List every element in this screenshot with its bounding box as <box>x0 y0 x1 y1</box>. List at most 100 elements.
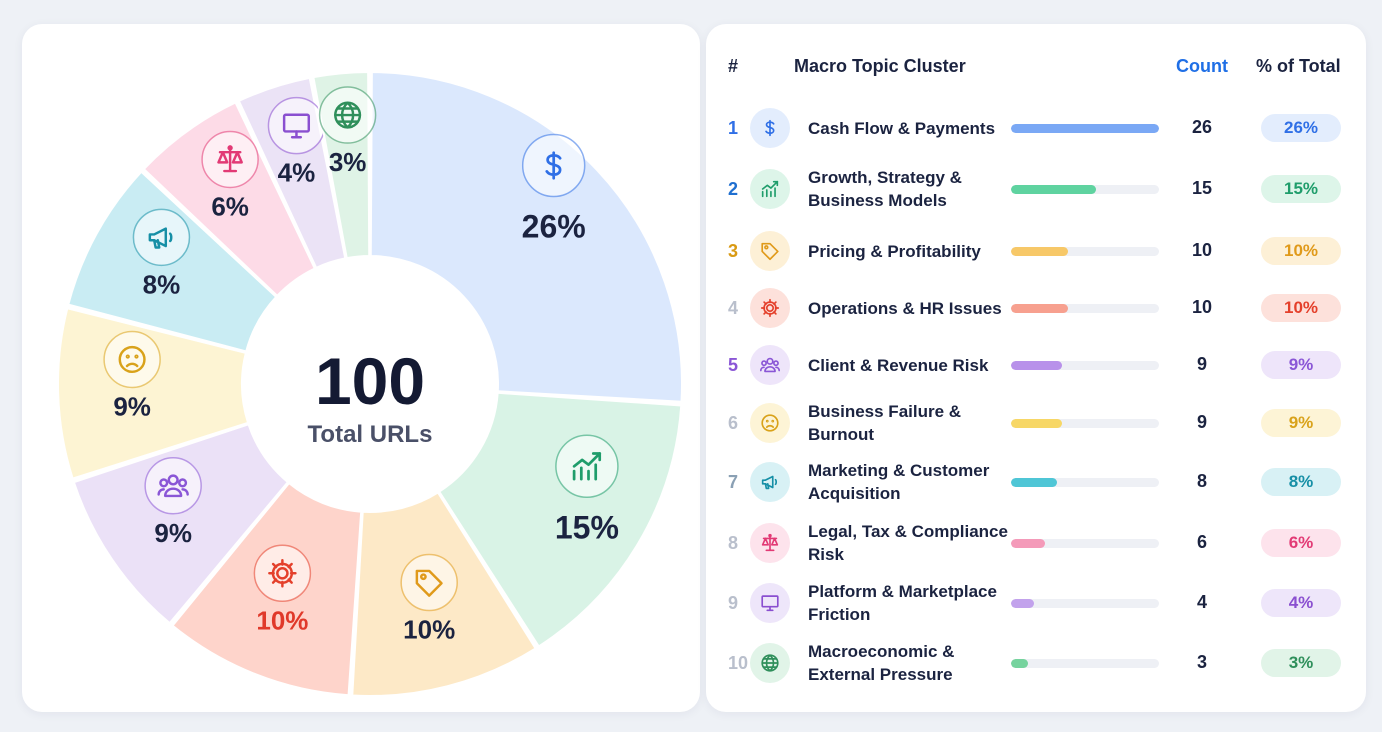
row-bar-fill <box>1011 304 1068 313</box>
row-label: Business Failure & Burnout <box>808 402 962 444</box>
row-rank: 10 <box>728 653 749 673</box>
table-row: 9 Platform & Marketplace Friction 4 4% <box>706 575 1366 631</box>
total-label: Total URLs <box>308 421 433 448</box>
row-bar-track <box>1011 599 1159 608</box>
table-row: 2 Growth, Strategy & Business Models 15 15% <box>706 161 1366 217</box>
row-percent-badge: 9% <box>1261 351 1341 379</box>
row-label: Platform & Marketplace Friction <box>808 582 997 624</box>
topic-table-card: # Macro Topic Cluster Count % of Total 1… <box>706 24 1366 712</box>
row-label: Growth, Strategy & Business Models <box>808 168 962 210</box>
table-row: 8 Legal, Tax & Compliance Risk 6 6% <box>706 515 1366 571</box>
row-bar-track <box>1011 247 1159 256</box>
sad-face-icon <box>750 403 790 443</box>
table-row: 6 Business Failure & Burnout 9 9% <box>706 395 1366 451</box>
monitor-icon <box>267 96 326 155</box>
globe-icon <box>318 86 377 144</box>
monitor-icon <box>750 583 790 623</box>
header-rank: # <box>728 56 739 76</box>
row-count: 4 <box>1196 592 1207 612</box>
row-bar-track <box>1011 659 1159 668</box>
price-tag-icon <box>400 553 458 612</box>
slice-label-9: 4% <box>278 158 316 188</box>
slice-label-6: 9% <box>113 391 151 421</box>
slice-label-4: 10% <box>256 605 308 635</box>
gear-icon <box>750 288 790 328</box>
row-bar-fill <box>1011 599 1034 608</box>
row-percent-badge: 6% <box>1261 529 1341 557</box>
dollar-icon <box>521 133 586 198</box>
growth-chart-icon <box>555 434 619 499</box>
slice-5 <box>72 423 290 625</box>
sad-face-icon <box>103 330 161 389</box>
users-icon <box>750 345 790 385</box>
row-percent-badge: 8% <box>1261 468 1341 496</box>
header-count: Count <box>1176 56 1228 76</box>
row-count: 10 <box>1191 297 1213 317</box>
row-percent-badge: 26% <box>1261 114 1341 142</box>
row-rank: 5 <box>728 355 739 375</box>
table-row: 7 Marketing & Customer Acquisition 8 8% <box>706 454 1366 510</box>
row-count: 3 <box>1196 652 1207 672</box>
row-rank: 6 <box>728 413 739 433</box>
row-count: 26 <box>1191 117 1213 137</box>
row-count: 10 <box>1191 240 1213 260</box>
row-percent-badge: 9% <box>1261 409 1341 437</box>
row-percent-badge: 10% <box>1261 237 1341 265</box>
table-row: 5 Client & Revenue Risk 9 9% <box>706 337 1366 393</box>
row-bar-fill <box>1011 361 1063 370</box>
row-label: Macroeconomic & External Pressure <box>808 642 955 684</box>
row-percent-badge: 4% <box>1261 589 1341 617</box>
row-bar-fill <box>1011 247 1068 256</box>
megaphone-icon <box>750 462 790 502</box>
row-bar-fill <box>1011 659 1029 668</box>
row-label: Pricing & Profitability <box>808 241 981 261</box>
row-percent-badge: 10% <box>1261 294 1341 322</box>
row-count: 8 <box>1196 471 1207 491</box>
row-rank: 1 <box>728 118 739 138</box>
row-percent-badge: 3% <box>1261 649 1341 677</box>
row-label: Operations & HR Issues <box>808 298 1002 318</box>
donut-center <box>244 258 496 510</box>
row-percent-badge: 15% <box>1261 175 1341 203</box>
total-value: 100 <box>315 344 425 418</box>
row-bar-track <box>1011 361 1159 370</box>
row-count: 9 <box>1196 412 1207 432</box>
scales-icon <box>750 523 790 563</box>
row-bar-fill <box>1011 539 1046 548</box>
slice-1 <box>369 70 683 403</box>
donut-chart: 26% 15% 10% 10% 9% 9% 8% 6% 4% 3% 100 Total URLs <box>57 70 683 697</box>
header-cluster: Macro Topic Cluster <box>794 56 966 76</box>
row-bar-fill <box>1011 419 1063 428</box>
slice-label-8: 6% <box>211 191 249 221</box>
table-row: 4 Operations & HR Issues 10 10% <box>706 280 1366 336</box>
slice-label-10: 3% <box>329 147 367 177</box>
row-label: Cash Flow & Payments <box>808 118 996 138</box>
row-bar-fill <box>1011 478 1057 487</box>
row-bar-fill <box>1011 185 1097 194</box>
megaphone-icon <box>132 208 191 267</box>
growth-chart-icon <box>750 169 790 209</box>
row-rank: 7 <box>728 472 739 492</box>
price-tag-icon <box>750 231 790 271</box>
row-rank: 4 <box>728 298 739 318</box>
table-row: 10 Macroeconomic & External Pressure 3 3% <box>706 635 1366 691</box>
scales-icon <box>201 130 259 189</box>
row-rank: 8 <box>728 533 739 553</box>
row-rank: 2 <box>728 179 739 199</box>
slice-label-1: 26% <box>522 208 586 244</box>
row-rank: 9 <box>728 593 739 613</box>
row-bar-track <box>1011 478 1159 487</box>
gear-icon <box>253 544 312 603</box>
row-bar-track <box>1011 124 1159 133</box>
slice-label-7: 8% <box>143 269 181 299</box>
row-bar-fill <box>1011 124 1159 133</box>
table-row: 3 Pricing & Profitability 10 10% <box>706 223 1366 279</box>
users-icon <box>144 457 202 515</box>
row-bar-track <box>1011 419 1159 428</box>
slice-label-5: 9% <box>154 518 192 548</box>
globe-icon <box>750 643 790 683</box>
row-rank: 3 <box>728 241 739 261</box>
slice-2 <box>437 391 683 648</box>
slice-8 <box>142 101 317 298</box>
slice-label-2: 15% <box>555 509 619 545</box>
